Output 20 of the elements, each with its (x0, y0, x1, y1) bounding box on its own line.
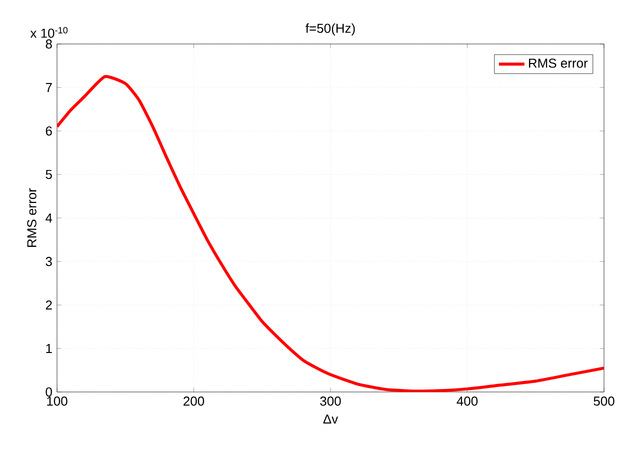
x-tick-label: 100 (47, 396, 68, 406)
y-tick-label: 7 (46, 83, 52, 92)
line-series (57, 75, 604, 392)
legend-label: RMS error (528, 58, 588, 68)
y-tick-label: 3 (46, 256, 52, 266)
y-tick-label: 4 (46, 214, 52, 222)
x-axis-title: Δv (323, 414, 338, 424)
y-tick-label: 5 (46, 170, 52, 180)
x-tick-label: 500 (594, 396, 614, 406)
y-tick-label: 6 (46, 126, 52, 136)
y-tick-label: 1 (46, 344, 52, 353)
x-tick-label: 200 (184, 396, 204, 406)
y-tick-label: 0 (46, 387, 52, 397)
x-tick-label: 400 (456, 396, 478, 406)
x-tick-label: 300 (320, 396, 341, 406)
y-tick-label: 8 (46, 39, 52, 49)
y-tick-label: 2 (46, 300, 52, 310)
chart-title: f=50(Hz) (306, 23, 355, 36)
text: x 10$^{-10}$ (30, 26, 68, 38)
y-axis-title: RMS error (27, 188, 36, 247)
